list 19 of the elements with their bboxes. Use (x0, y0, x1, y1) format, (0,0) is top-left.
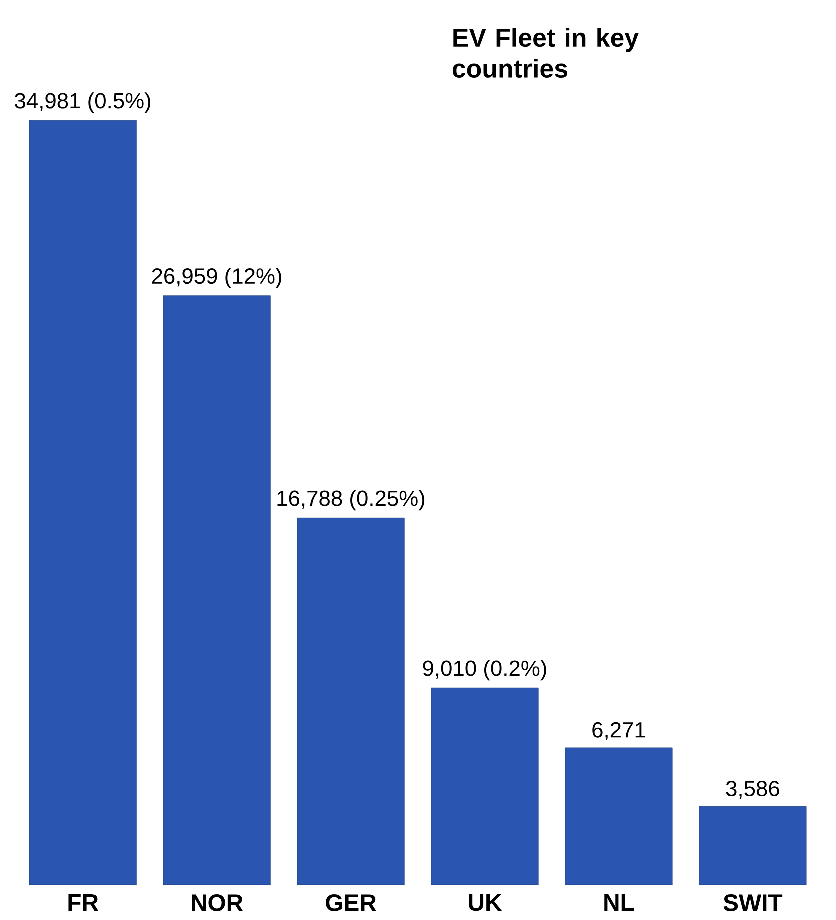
chart-title: EV Fleet in key countries (452, 28, 639, 78)
data-label: 16,788 (0.25%) (278, 490, 425, 511)
bar (163, 296, 271, 886)
bar (297, 518, 405, 886)
x-tick-label: UK (469, 894, 502, 912)
data-label: 9,010 (0.2%) (423, 660, 546, 681)
data-label: 26,959 (12%) (152, 268, 282, 288)
bar (431, 688, 539, 886)
bar (29, 120, 137, 886)
x-tick-label: SWIT (724, 894, 783, 912)
bar (699, 806, 807, 886)
x-tick-label: NL (604, 894, 634, 911)
x-tick-label: FR (68, 894, 99, 911)
data-label: 3,586 (726, 781, 780, 800)
data-label: 6,271 (592, 722, 646, 740)
bar (565, 748, 673, 886)
x-tick-label: NOR (192, 894, 244, 912)
data-label: 34,981 (0.5%) (15, 92, 151, 114)
x-tick-label: GER (326, 894, 376, 912)
